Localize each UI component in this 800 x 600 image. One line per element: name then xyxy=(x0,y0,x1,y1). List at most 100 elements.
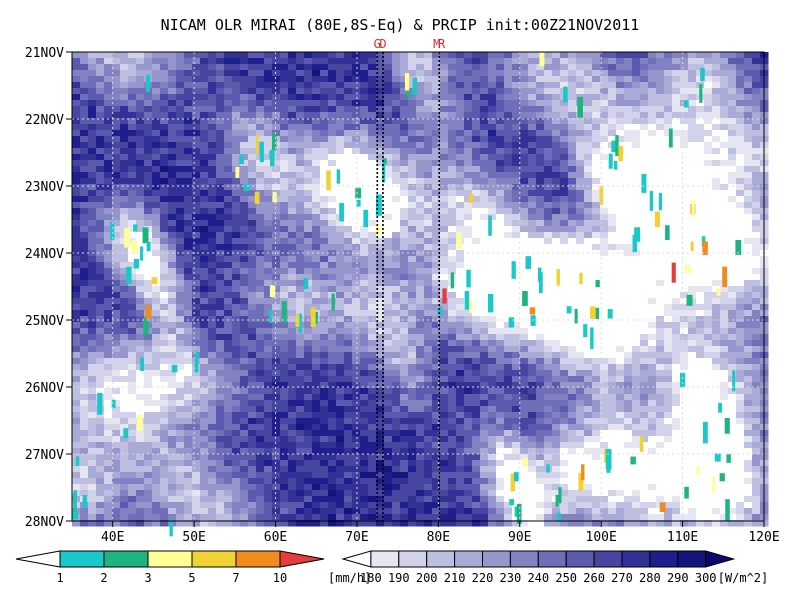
olr-cell xyxy=(528,220,537,227)
olr-cell xyxy=(336,220,345,227)
olr-cell xyxy=(704,310,713,317)
olr-cell xyxy=(480,256,489,263)
olr-cell xyxy=(728,292,737,299)
olr-cell xyxy=(728,94,737,101)
olr-cell xyxy=(208,88,217,95)
olr-cell xyxy=(520,274,529,281)
olr-cell xyxy=(560,232,569,239)
olr-cell xyxy=(312,70,321,77)
olr-cell xyxy=(192,94,201,101)
olr-cell xyxy=(376,190,385,197)
olr-cell xyxy=(184,262,193,269)
olr-cell xyxy=(720,142,729,149)
olr-cell xyxy=(176,160,185,167)
olr-cell xyxy=(392,388,401,395)
olr-cell xyxy=(512,208,521,215)
olr-cell xyxy=(728,148,737,155)
olr-cell xyxy=(224,100,233,107)
olr-cell xyxy=(400,286,409,293)
olr-cell xyxy=(200,58,209,65)
olr-cell xyxy=(80,190,89,197)
olr-cell xyxy=(720,262,729,269)
olr-cell xyxy=(288,142,297,149)
olr-cell xyxy=(184,220,193,227)
olr-cell xyxy=(160,268,169,275)
olr-cell xyxy=(440,244,449,251)
olr-cell xyxy=(600,130,609,137)
olr-cell xyxy=(744,100,753,107)
olr-cell xyxy=(400,328,409,335)
olr-cell xyxy=(648,52,657,59)
olr-cell xyxy=(472,268,481,275)
olr-cell xyxy=(432,58,441,65)
olr-cell xyxy=(624,220,633,227)
olr-cell xyxy=(96,250,105,257)
olr-cell xyxy=(440,100,449,107)
olr-cell xyxy=(560,388,569,395)
olr-cell xyxy=(384,196,393,203)
olr-cell xyxy=(168,220,177,227)
olr-cell xyxy=(280,148,289,155)
olr-cell xyxy=(424,52,433,59)
olr-cell xyxy=(552,226,561,233)
olr-cell xyxy=(520,238,529,245)
olr-cell xyxy=(352,340,361,347)
olr-cell xyxy=(408,238,417,245)
olr-cell xyxy=(80,82,89,89)
olr-cell xyxy=(376,334,385,341)
olr-cell xyxy=(80,220,89,227)
olr-cell xyxy=(288,364,297,371)
olr-cell xyxy=(488,244,497,251)
olr-cell xyxy=(584,106,593,113)
olr-cell xyxy=(496,190,505,197)
olr-cell xyxy=(560,310,569,317)
olr-cell xyxy=(496,166,505,173)
olr-cell xyxy=(328,88,337,95)
olr-cell xyxy=(192,100,201,107)
olr-cell xyxy=(480,136,489,143)
olr-cell xyxy=(688,142,697,149)
olr-cell xyxy=(448,304,457,311)
olr-cell xyxy=(128,304,137,311)
olr-cell xyxy=(696,112,705,119)
olr-cell xyxy=(528,196,537,203)
olr-cell xyxy=(656,106,665,113)
olr-cell xyxy=(744,52,753,59)
olr-cell xyxy=(384,268,393,275)
olr-cell xyxy=(328,262,337,269)
olr-cell xyxy=(304,352,313,359)
olr-cell xyxy=(712,256,721,263)
olr-cell xyxy=(400,250,409,257)
olr-cell xyxy=(752,202,761,209)
olr-cell xyxy=(360,286,369,293)
olr-cell xyxy=(272,124,281,131)
olr-cell xyxy=(312,370,321,377)
olr-cell xyxy=(232,334,241,341)
olr-cell xyxy=(432,214,441,221)
olr-cell xyxy=(208,370,217,377)
olr-cell xyxy=(640,148,649,155)
olr-cell xyxy=(712,226,721,233)
olr-cell xyxy=(104,382,113,389)
olr-cell xyxy=(144,190,153,197)
olr-cell xyxy=(432,190,441,197)
olr-cell xyxy=(304,370,313,377)
olr-cell xyxy=(168,100,177,107)
olr-cell xyxy=(344,364,353,371)
olr-cell xyxy=(744,184,753,191)
olr-cell xyxy=(464,322,473,329)
olr-cell xyxy=(192,196,201,203)
olr-cell xyxy=(224,232,233,239)
olr-cell xyxy=(96,196,105,203)
olr-cell xyxy=(248,148,257,155)
olr-cell xyxy=(120,280,129,287)
olr-cell xyxy=(376,166,385,173)
olr-cell xyxy=(216,304,225,311)
olr-cell xyxy=(288,178,297,185)
olr-cell xyxy=(200,214,209,221)
olr-cell xyxy=(424,292,433,299)
olr-cell xyxy=(232,58,241,65)
olr-cell xyxy=(192,190,201,197)
olr-cell xyxy=(688,100,697,107)
olr-cell xyxy=(448,136,457,143)
